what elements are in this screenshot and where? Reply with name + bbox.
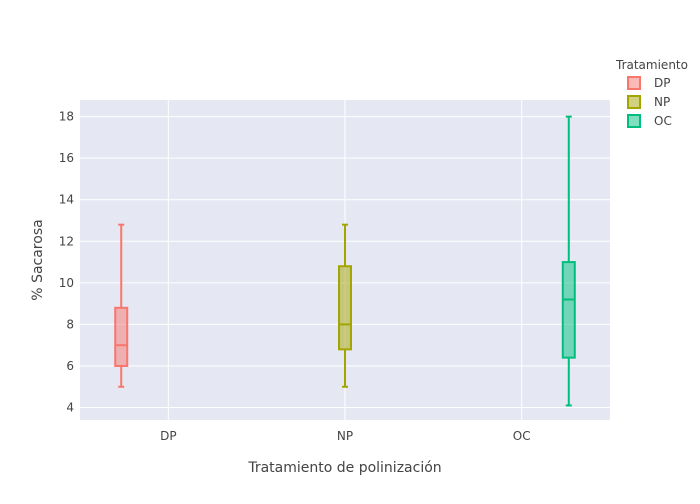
- y-tick-label: 4: [66, 401, 74, 415]
- legend-label: NP: [654, 95, 670, 109]
- y-tick-label: 6: [66, 359, 74, 373]
- legend-title: Tratamiento: [615, 58, 688, 72]
- box-oc: [561, 115, 576, 407]
- legend-label: DP: [654, 76, 670, 90]
- interquartile-box: [561, 261, 576, 359]
- box-np: [338, 223, 352, 388]
- legend-item-np: NP: [627, 95, 670, 109]
- box-dp: [114, 223, 129, 388]
- x-tick-label: DP: [160, 429, 176, 443]
- y-tick-label: 8: [66, 317, 74, 331]
- legend-item-dp: DP: [627, 76, 670, 90]
- x-tick-label: OC: [513, 429, 531, 443]
- legend-swatch: [627, 114, 641, 128]
- y-tick-labels: 4 6 8 10 12 14 16 18: [59, 110, 74, 415]
- legend: Tratamiento DP NP OC: [615, 58, 688, 128]
- legend-items: DP NP OC: [627, 76, 672, 128]
- y-tick-label: 18: [59, 110, 74, 124]
- interquartile-box: [114, 306, 129, 367]
- boxes: [114, 115, 576, 407]
- y-tick-label: 14: [59, 193, 74, 207]
- y-axis-title: % Sacarosa: [30, 219, 46, 300]
- legend-swatch: [627, 76, 641, 90]
- y-tick-label: 12: [59, 234, 74, 248]
- y-tick-label: 16: [59, 151, 74, 165]
- x-axis-title: Tratamiento de polinización: [247, 460, 441, 476]
- x-tick-labels: DP NP OC: [160, 429, 530, 443]
- x-tick-label: NP: [337, 429, 353, 443]
- legend-label: OC: [654, 114, 672, 128]
- legend-swatch: [627, 95, 641, 109]
- legend-item-oc: OC: [627, 114, 672, 128]
- interquartile-box: [338, 265, 352, 351]
- y-tick-label: 10: [59, 276, 74, 290]
